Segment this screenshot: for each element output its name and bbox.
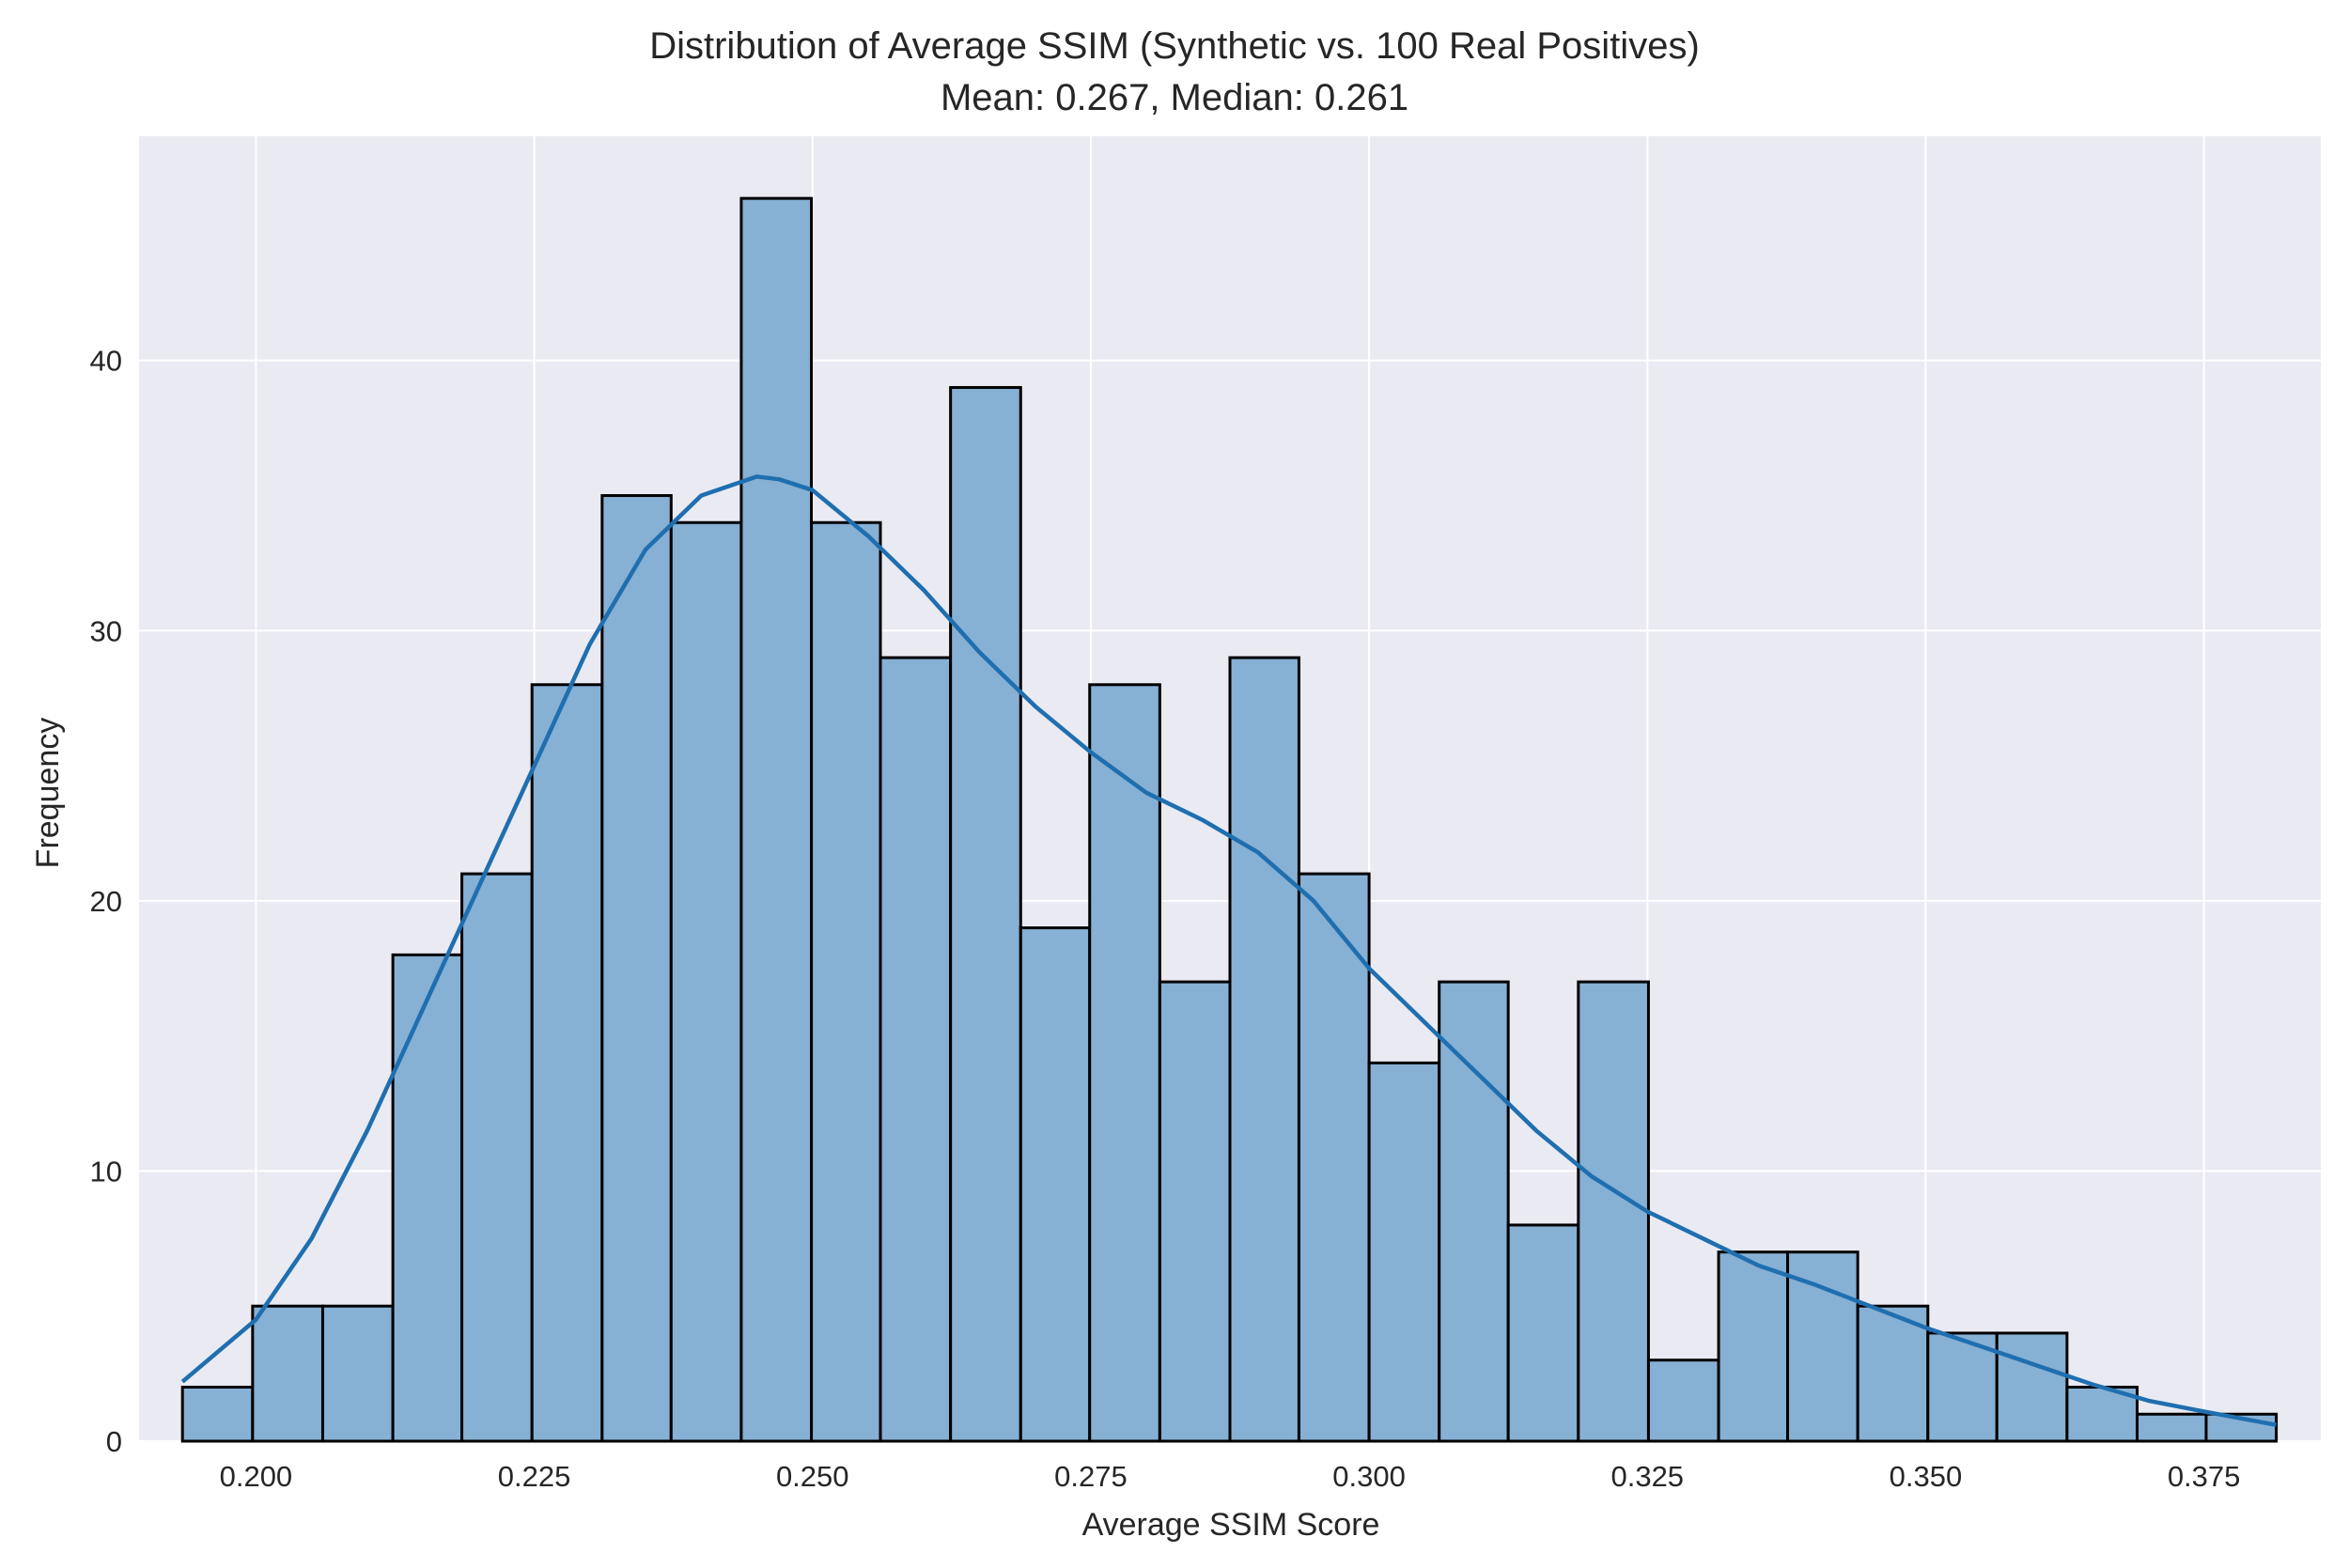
kde-curve	[180, 474, 2278, 1427]
y-tick-label: 40	[90, 345, 122, 378]
x-axis-ticks: 0.200 0.225 0.250 0.275 0.300 0.325 0.350 0.375	[220, 1460, 2241, 1493]
histogram-bar	[1019, 926, 1092, 1443]
histogram-bar	[2204, 1412, 2279, 1443]
histogram-bar	[530, 683, 604, 1443]
histogram-bar	[1926, 1331, 1999, 1443]
x-tick-label: 0.250	[776, 1460, 849, 1493]
histogram-bar	[1717, 1250, 1790, 1443]
chart-title: Distribution of Average SSIM (Synthetic …	[649, 25, 1700, 67]
y-tick-label: 10	[90, 1155, 122, 1188]
histogram-bar	[1438, 980, 1510, 1443]
histogram-bar	[1088, 683, 1161, 1443]
y-axis-ticks: 0 10 20 30 40	[90, 345, 122, 1458]
histogram-bar	[1367, 1061, 1441, 1443]
histogram-bar	[180, 1385, 255, 1443]
x-tick-label: 0.300	[1332, 1460, 1406, 1493]
histogram-bar	[1995, 1331, 2069, 1443]
histogram-bars	[180, 196, 2279, 1443]
y-tick-label: 0	[106, 1425, 122, 1458]
x-tick-label: 0.275	[1054, 1460, 1128, 1493]
histogram-bar	[949, 385, 1022, 1443]
histogram-bar	[391, 953, 464, 1443]
chart-subtitle: Mean: 0.267, Median: 0.261	[941, 77, 1408, 118]
histogram-bar	[1297, 872, 1371, 1443]
histogram-bar	[2065, 1385, 2139, 1443]
x-tick-label: 0.200	[220, 1460, 293, 1493]
histogram-bar	[460, 872, 534, 1443]
histogram-bar	[320, 1304, 395, 1443]
histogram-bar	[1228, 656, 1300, 1443]
histogram-bar	[1506, 1223, 1580, 1443]
y-axis-label: Frequency	[30, 718, 66, 869]
histogram-bar	[669, 520, 743, 1443]
x-tick-label: 0.375	[2168, 1460, 2241, 1493]
x-tick-label: 0.350	[1890, 1460, 1963, 1493]
histogram-bar	[600, 493, 673, 1443]
x-tick-label: 0.225	[498, 1460, 571, 1493]
histogram-bar	[1158, 980, 1232, 1443]
histogram-bar	[1646, 1358, 1720, 1443]
histogram-bar	[2136, 1412, 2208, 1443]
histogram-bar	[251, 1304, 324, 1443]
y-tick-label: 30	[90, 614, 122, 647]
histogram-bar	[1577, 980, 1650, 1443]
x-axis-label: Average SSIM Score	[1082, 1507, 1380, 1543]
histogram-bar	[879, 656, 953, 1443]
histogram-bar	[739, 196, 814, 1443]
y-tick-label: 20	[90, 885, 122, 918]
histogram-bar	[810, 520, 882, 1443]
x-tick-label: 0.325	[1610, 1460, 1684, 1493]
